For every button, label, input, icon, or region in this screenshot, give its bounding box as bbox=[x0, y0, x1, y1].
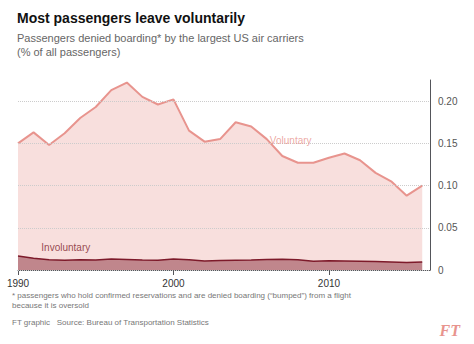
svg-text:Voluntary: Voluntary bbox=[270, 135, 312, 146]
svg-text:2000: 2000 bbox=[162, 278, 185, 289]
svg-text:0.20: 0.20 bbox=[438, 96, 458, 107]
svg-text:Passengers denied boarding* by: Passengers denied boarding* by the large… bbox=[17, 32, 304, 44]
svg-text:Involuntary: Involuntary bbox=[41, 242, 90, 253]
svg-text:(% of all passengers): (% of all passengers) bbox=[17, 46, 120, 58]
svg-text:0: 0 bbox=[438, 265, 444, 276]
svg-text:FT graphic Source: Bureau of: FT graphic Source: Bureau of Transportat… bbox=[12, 318, 209, 327]
svg-text:1990: 1990 bbox=[7, 278, 30, 289]
svg-text:* passengers who hold confirme: * passengers who hold confirmed reservat… bbox=[12, 291, 352, 300]
svg-text:0.10: 0.10 bbox=[438, 180, 458, 191]
svg-text:2010: 2010 bbox=[318, 278, 341, 289]
svg-text:because it is oversold: because it is oversold bbox=[12, 301, 89, 310]
svg-text:0.05: 0.05 bbox=[438, 222, 458, 233]
svg-text:FT: FT bbox=[439, 322, 462, 339]
svg-text:0.15: 0.15 bbox=[438, 138, 458, 149]
svg-text:Most passengers leave voluntar: Most passengers leave voluntarily bbox=[17, 10, 245, 26]
